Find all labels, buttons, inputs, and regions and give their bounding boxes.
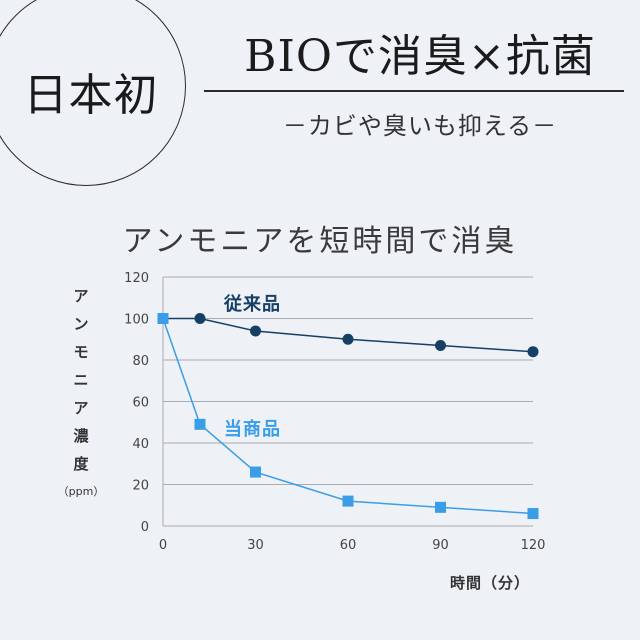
series-conventional-point: [527, 346, 539, 358]
series-ours-point: [157, 313, 169, 324]
headline-title: BIOで消臭×抗菌: [244, 31, 596, 82]
x-tick-label: 60: [340, 538, 357, 553]
badge-circle: 日本初: [0, 0, 186, 186]
y-axis-label: ア ン モ ニ ア 濃 度 （ppm）: [56, 282, 106, 506]
series-label-ours: 当商品: [224, 419, 281, 440]
x-tick-label: 30: [247, 538, 264, 553]
series-ours-point: [435, 501, 446, 513]
y-tick-label: 0: [141, 520, 149, 535]
y-axis-label-char: ン: [73, 315, 89, 333]
y-axis-label-char: 度: [73, 455, 89, 473]
y-axis-label-char: モ: [73, 343, 89, 361]
y-axis-label-char: ア: [73, 399, 89, 417]
x-axis-label: 時間（分）: [449, 574, 530, 592]
series-conventional-point: [435, 339, 446, 351]
series-ours-line: [162, 318, 534, 515]
y-axis-label-char: 濃: [73, 427, 89, 445]
x-tick-label: 0: [159, 538, 167, 553]
series-ours-point: [194, 418, 206, 430]
series-conventional-point: [342, 333, 354, 345]
chart-title: アンモニアを短時間で消臭: [122, 224, 518, 259]
y-tick-label: 80: [132, 354, 149, 369]
series-ours-point: [527, 508, 539, 520]
y-axis-label-char: ア: [73, 287, 89, 305]
y-tick-label: 100: [124, 313, 149, 328]
series-conventional-point: [194, 313, 206, 324]
series-ours-point: [342, 495, 354, 507]
x-tick-label: 120: [521, 538, 546, 553]
y-tick-label: 40: [132, 437, 149, 452]
headline-tagline: －カビや臭いも抑える－: [282, 112, 558, 140]
y-axis-label-char: ニ: [73, 371, 89, 389]
series-ours-point: [250, 466, 261, 478]
series-label-conventional: 従来品: [224, 294, 281, 315]
headline-divider: [204, 90, 624, 92]
x-tick-label: 90: [432, 538, 449, 553]
badge-text: 日本初: [23, 70, 159, 121]
y-tick-label: 120: [124, 271, 149, 286]
series-conventional-point: [250, 325, 261, 337]
y-tick-label: 20: [132, 479, 149, 494]
series-conventional-line: [163, 317, 534, 353]
y-axis-unit: （ppm）: [57, 485, 105, 498]
y-tick-label: 60: [132, 396, 149, 411]
